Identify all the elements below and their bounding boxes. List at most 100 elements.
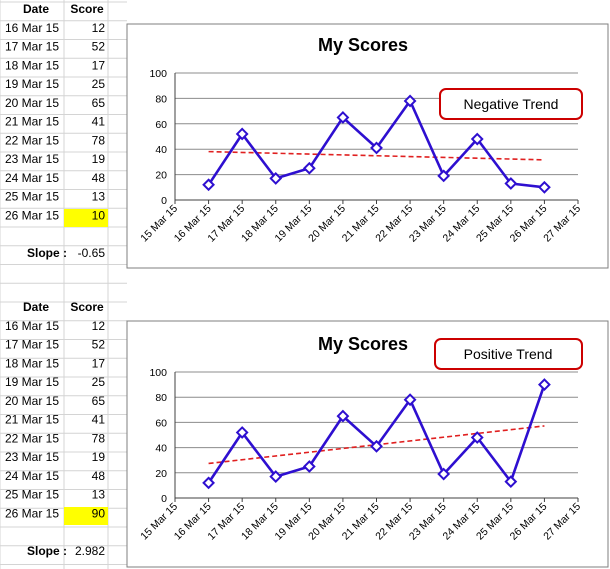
date-cell[interactable]: 18 Mar 15 bbox=[5, 356, 59, 370]
score-cell[interactable]: 65 bbox=[92, 394, 106, 408]
trend-callout-box[interactable] bbox=[439, 88, 583, 120]
score-cell[interactable]: 19 bbox=[92, 152, 106, 166]
slope-label: Slope : bbox=[27, 246, 67, 260]
score-cell[interactable]: 17 bbox=[92, 58, 106, 72]
date-cell[interactable]: 18 Mar 15 bbox=[5, 58, 59, 72]
score-cell[interactable]: 41 bbox=[92, 115, 106, 129]
date-cell[interactable]: 22 Mar 15 bbox=[5, 133, 59, 147]
score-cell[interactable]: 25 bbox=[92, 77, 106, 91]
trend-callout-text: Negative Trend bbox=[464, 96, 559, 112]
data-point-marker[interactable] bbox=[202, 476, 215, 490]
date-cell[interactable]: 17 Mar 15 bbox=[5, 338, 59, 352]
highlighted-score-cell[interactable] bbox=[64, 209, 108, 227]
data-point-marker[interactable] bbox=[538, 378, 551, 392]
y-tick-label: 20 bbox=[155, 170, 167, 182]
data-point-marker[interactable] bbox=[437, 169, 451, 183]
y-tick-label: 80 bbox=[155, 392, 167, 404]
data-point-marker[interactable] bbox=[302, 161, 316, 175]
chart-title: My Scores bbox=[318, 35, 408, 55]
date-header: Date bbox=[23, 2, 49, 16]
data-point-marker[interactable] bbox=[370, 439, 383, 453]
score-cell[interactable]: 52 bbox=[92, 338, 106, 352]
date-cell[interactable]: 24 Mar 15 bbox=[5, 469, 59, 483]
date-cell[interactable]: 24 Mar 15 bbox=[5, 171, 59, 185]
data-point-marker[interactable] bbox=[336, 111, 350, 124]
score-cell[interactable]: 10 bbox=[92, 208, 106, 222]
data-point-marker[interactable] bbox=[403, 393, 417, 407]
date-cell[interactable]: 21 Mar 15 bbox=[5, 115, 59, 129]
score-cell[interactable]: 12 bbox=[92, 319, 106, 333]
trend-callout-box[interactable] bbox=[434, 338, 583, 370]
y-tick-label: 100 bbox=[149, 367, 167, 379]
data-point-marker[interactable] bbox=[235, 127, 249, 141]
score-cell[interactable]: 78 bbox=[92, 431, 106, 445]
date-cell[interactable]: 19 Mar 15 bbox=[5, 375, 59, 389]
y-tick-label: 40 bbox=[155, 144, 167, 156]
slope-label: Slope : bbox=[27, 544, 67, 558]
score-cell[interactable]: 13 bbox=[92, 488, 106, 502]
score-cell[interactable]: 17 bbox=[92, 356, 106, 370]
date-cell[interactable]: 20 Mar 15 bbox=[5, 96, 59, 110]
score-cell[interactable]: 48 bbox=[92, 171, 106, 185]
date-cell[interactable]: 19 Mar 15 bbox=[5, 77, 59, 91]
score-cell[interactable]: 25 bbox=[92, 375, 106, 389]
data-point-marker[interactable] bbox=[538, 180, 551, 194]
date-cell[interactable]: 21 Mar 15 bbox=[5, 413, 59, 427]
date-cell[interactable]: 23 Mar 15 bbox=[5, 152, 59, 166]
data-tables: Date Score 16 Mar 15 12 17 Mar 15 52 18 Mar 15… bbox=[5, 2, 105, 558]
data-point-marker[interactable] bbox=[235, 426, 249, 439]
y-tick-label: 0 bbox=[161, 493, 167, 505]
score-cell[interactable]: 65 bbox=[92, 96, 106, 110]
date-cell[interactable]: 25 Mar 15 bbox=[5, 488, 59, 502]
date-cell[interactable]: 26 Mar 15 bbox=[5, 208, 59, 222]
chart-title: My Scores bbox=[318, 334, 408, 354]
y-tick-label: 40 bbox=[155, 443, 167, 455]
data-point-marker[interactable] bbox=[504, 177, 518, 190]
score-cell[interactable]: 12 bbox=[92, 21, 106, 35]
y-tick-label: 20 bbox=[155, 468, 167, 480]
chart-area[interactable] bbox=[126, 23, 609, 269]
data-point-marker[interactable] bbox=[370, 141, 383, 155]
score-table: Date Score 16 Mar 15 12 17 Mar 15 52 18 Mar 15… bbox=[5, 300, 105, 558]
data-point-marker[interactable] bbox=[504, 475, 518, 489]
y-tick-label: 80 bbox=[155, 93, 167, 105]
date-header: Date bbox=[23, 300, 49, 314]
score-header: Score bbox=[70, 2, 104, 16]
date-cell[interactable]: 22 Mar 15 bbox=[5, 431, 59, 445]
slope-value[interactable]: -0.65 bbox=[78, 246, 106, 260]
y-tick-label: 0 bbox=[161, 195, 167, 207]
score-cell[interactable]: 48 bbox=[92, 469, 106, 483]
date-cell[interactable]: 20 Mar 15 bbox=[5, 394, 59, 408]
score-cell[interactable]: 13 bbox=[92, 190, 106, 204]
date-cell[interactable]: 26 Mar 15 bbox=[5, 506, 59, 520]
slope-value[interactable]: 2.982 bbox=[75, 544, 105, 558]
score-header: Score bbox=[70, 300, 104, 314]
data-point-marker[interactable] bbox=[269, 470, 283, 483]
score-cell[interactable]: 78 bbox=[92, 133, 106, 147]
data-point-marker[interactable] bbox=[470, 431, 484, 444]
y-tick-label: 60 bbox=[155, 119, 167, 131]
y-tick-label: 60 bbox=[155, 417, 167, 429]
data-point-marker[interactable] bbox=[336, 409, 350, 423]
data-point-marker[interactable] bbox=[302, 460, 316, 473]
data-point-marker[interactable] bbox=[269, 171, 283, 185]
date-cell[interactable]: 25 Mar 15 bbox=[5, 190, 59, 204]
score-cell[interactable]: 52 bbox=[92, 40, 106, 54]
sheet-gridlines bbox=[0, 0, 127, 569]
data-point-marker[interactable] bbox=[202, 178, 215, 192]
score-table: Date Score 16 Mar 15 12 17 Mar 15 52 18 Mar 15… bbox=[5, 2, 105, 260]
date-cell[interactable]: 16 Mar 15 bbox=[5, 21, 59, 35]
score-cell[interactable]: 19 bbox=[92, 450, 106, 464]
date-cell[interactable]: 16 Mar 15 bbox=[5, 319, 59, 333]
date-cell[interactable]: 17 Mar 15 bbox=[5, 40, 59, 54]
score-cell[interactable]: 41 bbox=[92, 413, 106, 427]
score-cell[interactable]: 90 bbox=[92, 506, 106, 520]
data-point-marker[interactable] bbox=[470, 132, 484, 146]
data-point-marker[interactable] bbox=[403, 94, 417, 108]
data-point-marker[interactable] bbox=[437, 467, 451, 481]
date-cell[interactable]: 23 Mar 15 bbox=[5, 450, 59, 464]
highlighted-score-cell[interactable] bbox=[64, 507, 108, 525]
